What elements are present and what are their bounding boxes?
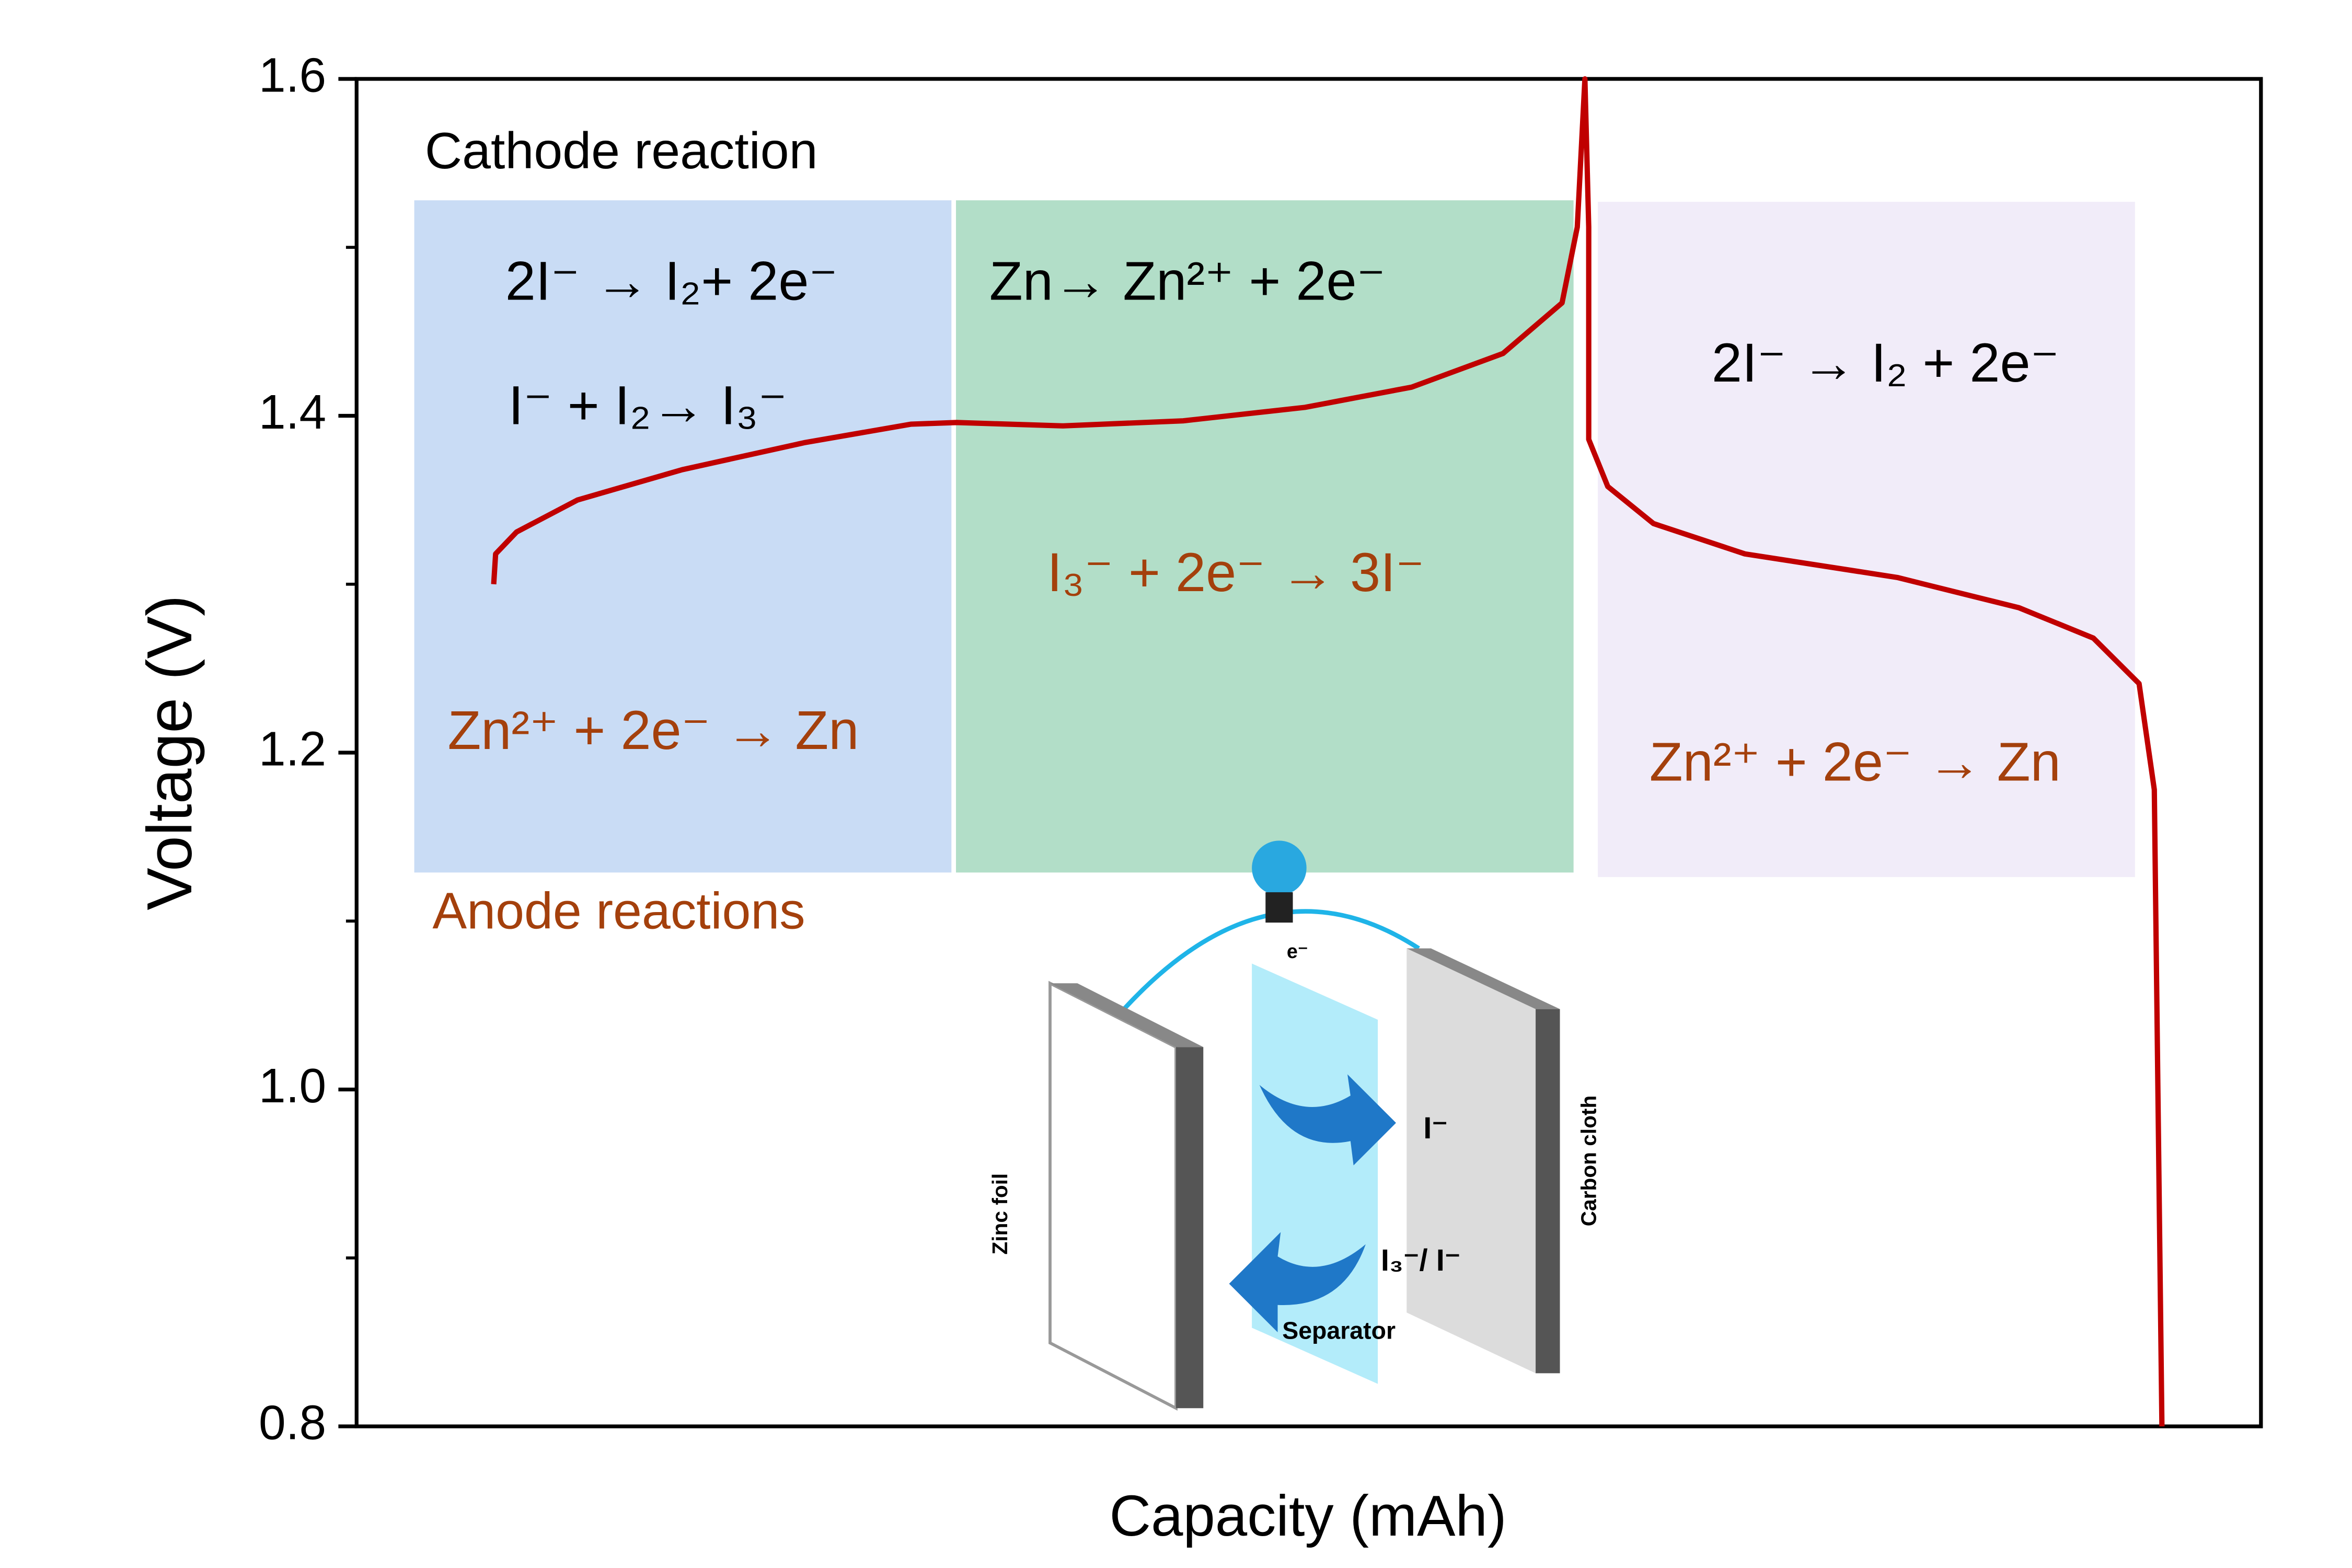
inset-label: I⁻ — [1423, 1111, 1448, 1145]
arrow-right — [1259, 1074, 1396, 1166]
y-tick-label: 0.8 — [259, 1396, 326, 1450]
bulb — [1252, 840, 1307, 895]
region-green — [956, 200, 1574, 873]
y-tick-label: 1.2 — [259, 722, 326, 776]
cell-diagram — [1048, 840, 1560, 1411]
annotation: Anode reactions — [432, 882, 805, 940]
zinc-foil-top — [1050, 983, 1204, 1047]
annotation: Cathode reaction — [425, 122, 818, 179]
x-axis-label: Capacity (mAh) — [1110, 1484, 1507, 1548]
carbon-cloth-top — [1406, 948, 1560, 1009]
inset-label: Separator — [1282, 1317, 1396, 1344]
voltage-curve — [491, 76, 2165, 1427]
y-axis-label: Voltage (V) — [134, 595, 205, 910]
region-blue — [414, 200, 952, 873]
y-tick-label: 1.4 — [259, 385, 326, 439]
annotation: I₃⁻ + 2e⁻ → 3I⁻ — [1047, 542, 1424, 603]
region-lavender — [1598, 202, 2135, 878]
inset-label: Carbon cloth — [1576, 1096, 1600, 1227]
inset-label: I₃⁻/ I⁻ — [1381, 1243, 1461, 1277]
y-tick-label: 1.0 — [259, 1058, 326, 1113]
arrow-left — [1229, 1232, 1366, 1333]
y-tick-label: 1.6 — [259, 48, 326, 102]
annotation: 2I⁻ → I₂ + 2e⁻ — [1712, 332, 2059, 394]
inset-label: e⁻ — [1287, 940, 1308, 962]
annotation: Zn²⁺ + 2e⁻ → Zn — [1650, 732, 2061, 793]
carbon-cloth-side — [1536, 1009, 1560, 1374]
inset-label: Zinc foil — [988, 1173, 1012, 1255]
carbon-cloth — [1406, 948, 1536, 1374]
annotation: Zn→ Zn²⁺ + 2e⁻ — [989, 250, 1386, 312]
annotation: Zn²⁺ + 2e⁻ → Zn — [447, 700, 859, 761]
annotation: I⁻ + I₂→ I₃⁻ — [509, 375, 787, 436]
annotation: 2I⁻ → I₂+ 2e⁻ — [505, 250, 838, 312]
zinc-foil — [1048, 981, 1178, 1411]
zinc-foil-side — [1176, 1047, 1204, 1409]
bulb-base — [1265, 892, 1293, 923]
